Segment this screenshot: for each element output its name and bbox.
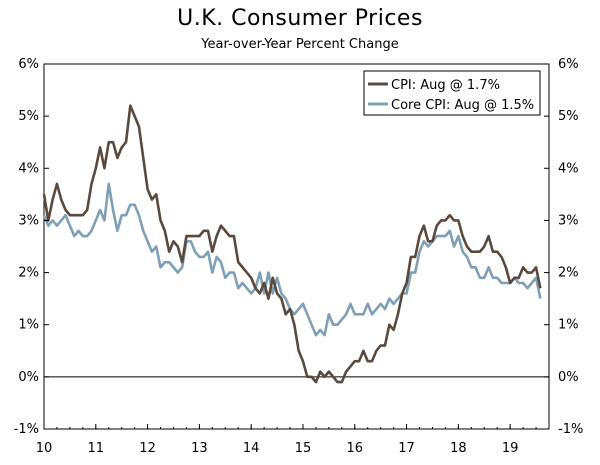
y-tick-label-left: 2% <box>18 266 39 281</box>
y-tick-label-left: 1% <box>18 318 39 333</box>
y-tick-label-left: 3% <box>18 213 39 228</box>
series-line-cpi <box>42 104 542 384</box>
chart-subtitle: Year-over-Year Percent Change <box>201 37 399 52</box>
x-tick-label: 11 <box>88 441 105 456</box>
x-tick-label: 19 <box>502 441 519 456</box>
x-tick-label: 18 <box>450 441 467 456</box>
x-tick-label: 10 <box>36 441 53 456</box>
legend-label: CPI: Aug @ 1.7% <box>391 78 500 93</box>
series-line-core-cpi <box>42 182 542 337</box>
legend: CPI: Aug @ 1.7% Core CPI: Aug @ 1.5% <box>363 70 541 116</box>
y-tick-label-right: -1% <box>558 422 583 437</box>
y-tick-label-right: 2% <box>558 266 579 281</box>
legend-box <box>363 70 541 116</box>
y-tick-label-left: -1% <box>14 422 39 437</box>
x-tick-label: 15 <box>295 441 312 456</box>
y-tick-label-left: 4% <box>18 161 39 176</box>
x-tick-label: 13 <box>191 441 208 456</box>
y-tick-label-right: 5% <box>558 109 579 124</box>
x-tick-label: 12 <box>139 441 156 456</box>
legend-label: Core CPI: Aug @ 1.5% <box>391 98 534 113</box>
y-tick-label-left: 5% <box>18 109 39 124</box>
x-tick-label: 14 <box>243 441 260 456</box>
y-tick-label-right: 0% <box>558 370 579 385</box>
y-tick-label-left: 6% <box>18 57 39 72</box>
y-tick-label-right: 6% <box>558 57 579 72</box>
y-tick-label-left: 0% <box>18 370 39 385</box>
plot-area <box>43 63 550 430</box>
x-tick-label: 17 <box>398 441 415 456</box>
x-tick-label: 16 <box>346 441 363 456</box>
y-tick-label-right: 1% <box>558 318 579 333</box>
y-tick-label-right: 4% <box>558 161 579 176</box>
chart-title: U.K. Consumer Prices <box>177 6 423 31</box>
y-tick-label-right: 3% <box>558 213 579 228</box>
